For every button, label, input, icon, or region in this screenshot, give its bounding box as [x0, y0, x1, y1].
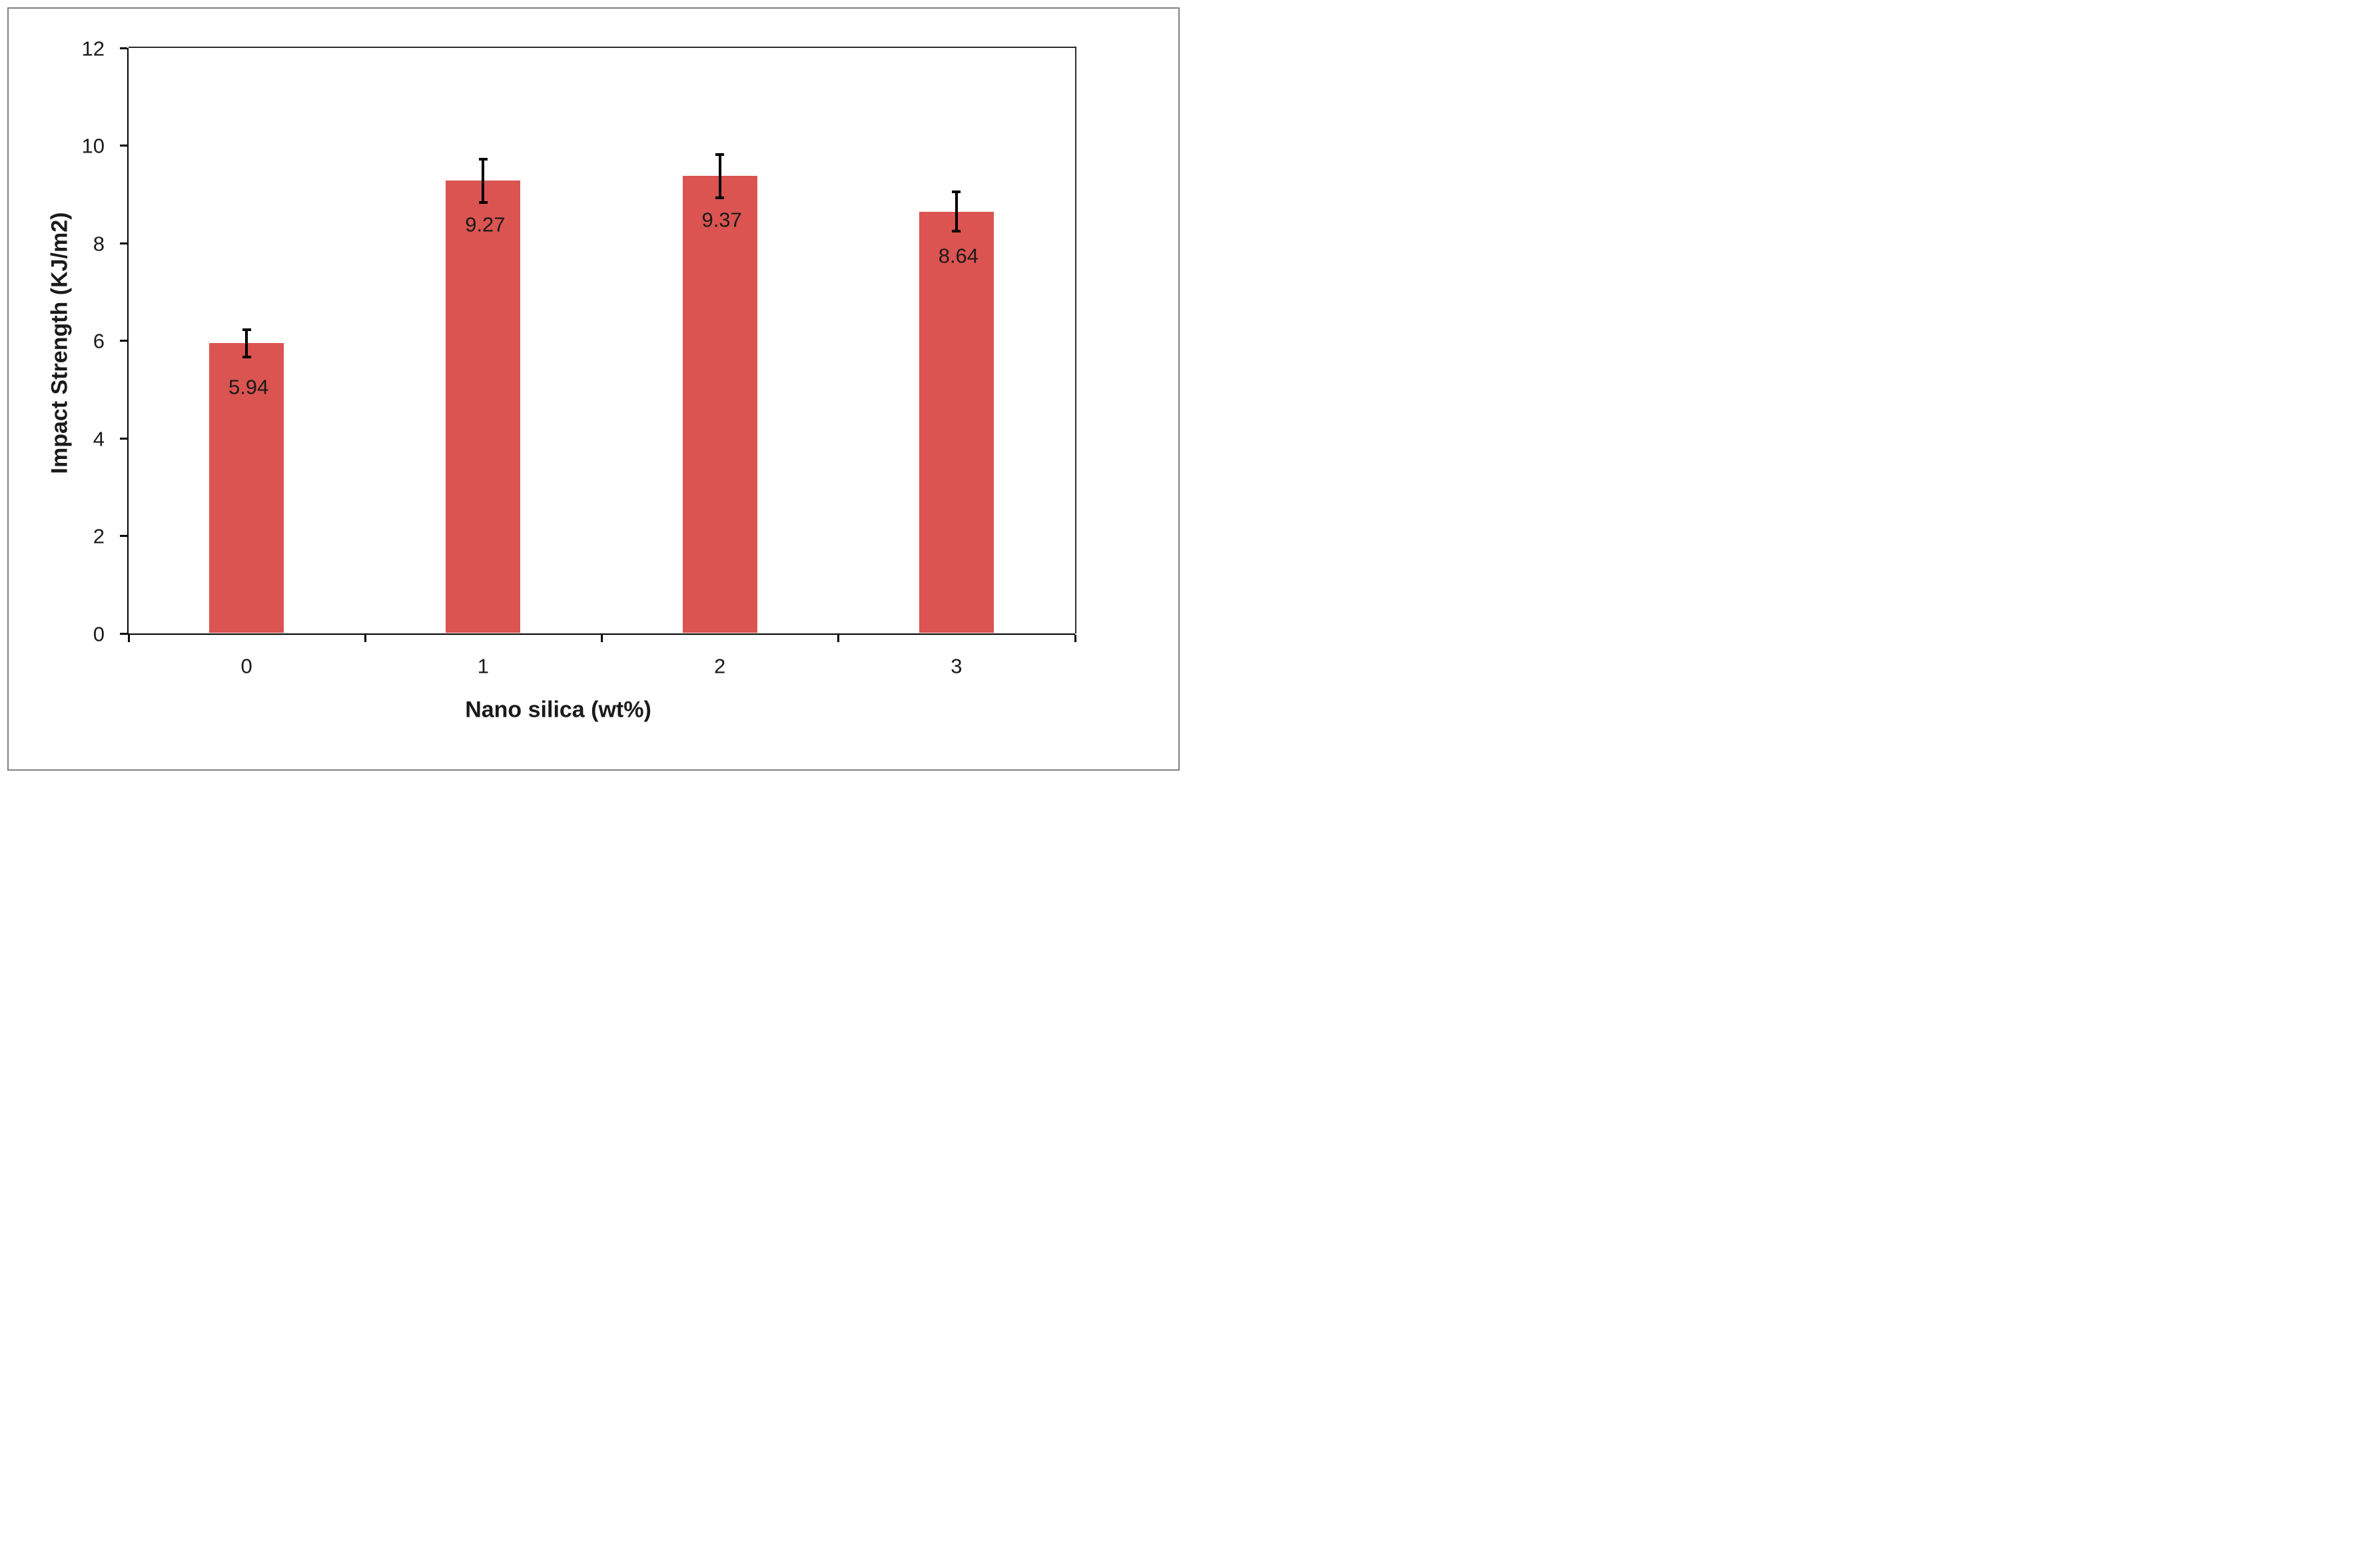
plot-border-right	[1074, 46, 1076, 633]
bar	[446, 181, 521, 633]
error-bar-cap	[952, 230, 961, 233]
error-bar	[478, 158, 488, 204]
y-axis-tick	[119, 145, 127, 147]
error-bar-cap	[952, 191, 961, 194]
y-tick-label: 0	[93, 622, 105, 645]
x-axis-title: Nano silica (wt%)	[465, 697, 651, 723]
error-bar-cap	[715, 196, 725, 199]
plot-border-top	[128, 46, 1076, 48]
y-axis-tick	[119, 437, 127, 440]
error-bar-cap	[242, 328, 251, 331]
y-axis-tick	[119, 340, 127, 342]
y-axis-tick	[119, 535, 127, 537]
y-axis-title: Impact Strength (KJ/m2)	[47, 212, 73, 474]
x-tick-label: 3	[951, 654, 963, 678]
data-label: 9.27	[465, 212, 506, 236]
y-axis-tick	[119, 242, 127, 244]
x-tick-label: 0	[240, 654, 252, 678]
error-bar	[952, 191, 961, 233]
error-bar-cap	[242, 356, 251, 359]
y-axis-tick	[119, 47, 127, 49]
x-axis-tick	[364, 634, 366, 642]
y-axis-tick	[119, 632, 127, 635]
chart-canvas: 0 2 4 6 8 10 12 0 1 2 3 5.94 9.27 9.37 8.64 Impact Str…	[0, 0, 1189, 784]
error-bar-stem	[955, 191, 958, 233]
x-axis-line	[127, 633, 1075, 635]
bar	[682, 176, 757, 633]
x-tick-label: 2	[714, 654, 726, 678]
error-bar-stem	[245, 328, 248, 359]
x-axis-tick	[837, 634, 840, 642]
x-axis-tick	[1074, 634, 1076, 642]
x-axis-tick	[601, 634, 603, 642]
y-axis-line	[127, 47, 129, 635]
data-label: 9.37	[701, 208, 742, 232]
error-bar	[715, 153, 725, 199]
error-bar-cap	[478, 200, 488, 204]
y-tick-label: 4	[93, 427, 105, 450]
error-bar-cap	[715, 153, 725, 156]
x-axis-tick	[127, 634, 130, 642]
error-bar-stem	[482, 158, 485, 204]
y-tick-label: 2	[93, 524, 105, 548]
data-label: 8.64	[938, 244, 979, 268]
x-tick-label: 1	[477, 654, 489, 678]
error-bar-stem	[718, 153, 721, 199]
bar	[209, 343, 284, 633]
y-tick-label: 8	[93, 232, 105, 255]
error-bar	[242, 328, 251, 359]
data-label: 5.94	[228, 375, 269, 399]
y-tick-label: 10	[81, 134, 105, 158]
error-bar-cap	[478, 158, 488, 161]
bar	[919, 211, 994, 633]
chart-outer-frame	[7, 7, 1180, 771]
y-tick-label: 6	[93, 329, 105, 353]
y-tick-label: 12	[81, 37, 105, 60]
